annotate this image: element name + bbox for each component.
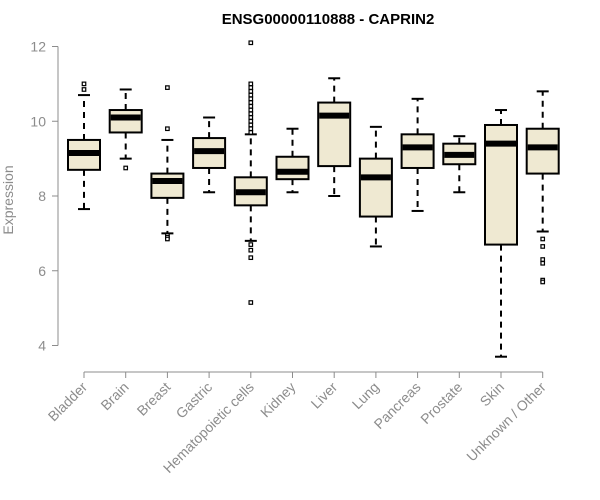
outlier-point <box>248 247 254 253</box>
iqr-box <box>400 133 435 169</box>
outlier-point <box>165 126 170 132</box>
iqr-box <box>317 101 352 168</box>
iqr-box <box>275 155 310 181</box>
iqr-box <box>150 172 185 199</box>
outlier-point <box>540 244 546 249</box>
outlier-point <box>248 115 254 120</box>
x-tick-label: Prostate <box>417 379 465 427</box>
outlier-point <box>248 103 254 109</box>
outlier-point <box>165 236 170 242</box>
outlier-point <box>248 122 254 128</box>
box-bladder <box>67 81 101 211</box>
outlier-point <box>540 260 546 266</box>
outlier-point <box>248 107 254 113</box>
outlier-point <box>248 118 254 124</box>
y-axis-label: Expression <box>0 165 16 234</box>
box-gastric <box>192 116 227 194</box>
chart-title: ENSG00000110888 - CAPRIN2 <box>222 11 435 28</box>
iqr-box <box>358 157 393 218</box>
outlier-point <box>248 40 254 46</box>
outlier-point <box>248 81 254 87</box>
outlier-point <box>81 81 87 87</box>
outlier-point <box>248 300 254 305</box>
outlier-point <box>123 165 129 171</box>
y-tick-label: 4 <box>38 338 46 354</box>
box-liver <box>317 77 352 197</box>
box-prostate <box>442 135 477 194</box>
x-tick-label: Unknown / Other <box>463 379 549 465</box>
outlier-point <box>540 257 546 262</box>
outlier-point <box>248 96 254 102</box>
x-tick-label: Lung <box>349 379 382 412</box>
outlier-point <box>540 279 546 285</box>
box-hematopoietic-cells <box>233 40 268 305</box>
box-skin <box>484 109 518 358</box>
x-tick-label: Bladder <box>45 379 91 425</box>
y-axis: 4 6 8 10 12 <box>30 39 59 354</box>
outlier-point <box>248 92 254 98</box>
y-tick-label: 8 <box>38 188 46 204</box>
outlier-point <box>248 255 254 261</box>
box-brain <box>108 88 143 171</box>
outlier-point <box>248 111 254 117</box>
y-tick-label: 12 <box>30 39 46 55</box>
box-unknown-other <box>525 90 560 285</box>
outlier-point <box>248 242 254 247</box>
iqr-box <box>525 127 560 175</box>
outlier-point <box>165 85 170 90</box>
y-tick-label: 6 <box>38 263 46 279</box>
x-tick-label: Kidney <box>257 379 299 421</box>
x-tick-label: Brain <box>97 379 131 413</box>
outlier-point <box>248 85 254 90</box>
outlier-point <box>540 236 546 242</box>
boxes-layer <box>67 40 560 358</box>
outlier-point <box>248 100 254 105</box>
x-tick-label: Breast <box>134 379 174 419</box>
iqr-box <box>108 109 143 134</box>
x-tick-label: Skin <box>477 379 508 410</box>
box-kidney <box>275 127 310 194</box>
box-lung <box>358 125 393 248</box>
box-pancreas <box>400 97 435 212</box>
outlier-point <box>248 130 254 135</box>
outlier-point <box>248 126 254 132</box>
y-tick-label: 10 <box>30 113 46 129</box>
x-tick-label: Liver <box>308 379 341 412</box>
outlier-point <box>81 87 87 92</box>
box-breast <box>150 85 185 242</box>
outlier-point <box>248 88 254 94</box>
